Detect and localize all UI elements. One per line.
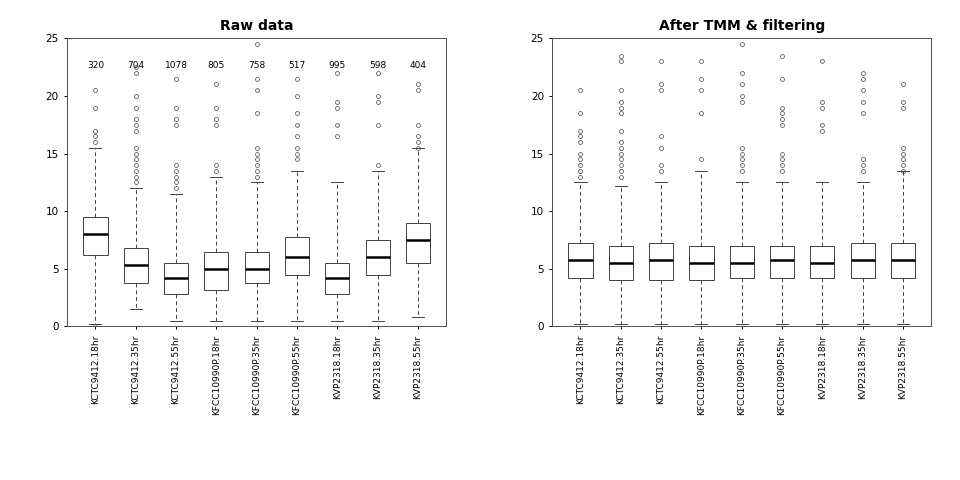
PathPatch shape <box>164 263 188 294</box>
Text: 995: 995 <box>328 60 346 70</box>
Text: 598: 598 <box>369 60 386 70</box>
Title: Raw data: Raw data <box>220 19 294 33</box>
PathPatch shape <box>204 252 228 289</box>
PathPatch shape <box>730 246 754 278</box>
PathPatch shape <box>649 243 673 280</box>
PathPatch shape <box>285 237 309 275</box>
PathPatch shape <box>609 246 633 280</box>
Text: 320: 320 <box>86 60 104 70</box>
Text: 704: 704 <box>127 60 144 70</box>
PathPatch shape <box>851 243 875 278</box>
PathPatch shape <box>891 243 915 278</box>
Title: After TMM & filtering: After TMM & filtering <box>659 19 825 33</box>
PathPatch shape <box>406 223 430 263</box>
PathPatch shape <box>810 246 834 278</box>
PathPatch shape <box>325 263 349 294</box>
Text: 404: 404 <box>409 60 426 70</box>
PathPatch shape <box>568 243 592 278</box>
PathPatch shape <box>84 217 108 255</box>
PathPatch shape <box>124 248 148 283</box>
PathPatch shape <box>245 252 269 283</box>
Text: 517: 517 <box>288 60 305 70</box>
Text: 758: 758 <box>248 60 265 70</box>
Text: 1078: 1078 <box>164 60 187 70</box>
Text: 805: 805 <box>207 60 225 70</box>
PathPatch shape <box>366 240 390 275</box>
PathPatch shape <box>770 246 794 278</box>
PathPatch shape <box>689 246 713 280</box>
